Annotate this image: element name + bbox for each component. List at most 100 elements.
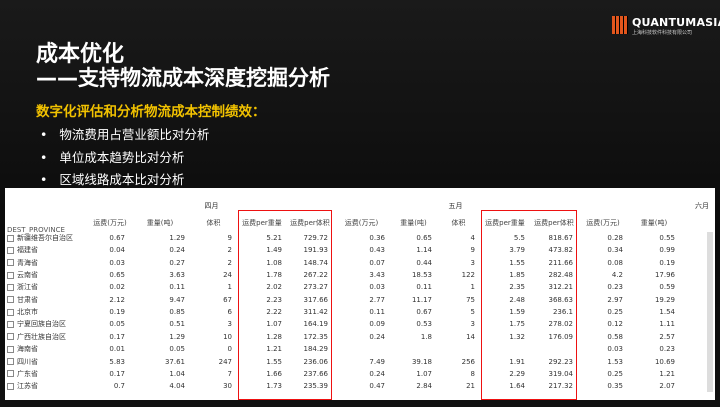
table-cell: 273.27 <box>303 283 329 292</box>
table-cell: 0.11 <box>416 283 432 292</box>
table-cell: 0.85 <box>169 308 185 317</box>
table-cell: 1 <box>470 283 475 292</box>
table-cell: 236.1 <box>552 308 573 317</box>
table-cell: 0.02 <box>109 283 125 292</box>
expand-icon[interactable] <box>7 246 14 254</box>
expand-icon[interactable] <box>7 271 14 279</box>
column-header: 重量(吨) <box>146 219 174 227</box>
table-cell: 2.97 <box>607 295 623 304</box>
table-cell: 311.42 <box>303 308 329 317</box>
scrollbar <box>707 232 713 392</box>
logo-mark <box>612 16 628 34</box>
table-cell: 0.05 <box>109 320 125 329</box>
expand-icon[interactable] <box>7 358 14 365</box>
table-cell: 14 <box>466 332 475 341</box>
expand-icon[interactable] <box>7 370 14 378</box>
table-cell: 0.03 <box>607 345 623 354</box>
province-name: 广东省 <box>17 369 38 378</box>
column-header: 运费per重量 <box>485 219 525 227</box>
row-label: 四川省 <box>7 356 38 368</box>
bullet: 物流费用占营业额比对分析 <box>40 124 209 143</box>
table-cell: 8 <box>470 369 475 378</box>
table-cell: 4 <box>470 234 475 242</box>
table-cell: 11.17 <box>411 295 432 304</box>
lead-text: 数字化评估和分析物流成本控制绩效： <box>36 104 266 120</box>
table-cell: 3 <box>227 320 232 329</box>
table-cell: 282.48 <box>548 271 574 280</box>
table: 四月 五月 六月 运费(万元) 重量(吨) 体积 运费per重量 运费per体积 运费(万元) 重… <box>5 188 715 400</box>
table-cell: 0.17 <box>109 369 125 378</box>
expand-icon[interactable] <box>7 320 14 328</box>
expand-icon[interactable] <box>7 382 14 390</box>
table-cell: 1.49 <box>266 246 282 255</box>
table-cell: 0.7 <box>113 382 125 391</box>
table-cell: 19.29 <box>654 295 675 304</box>
table-cell: 184.29 <box>303 345 329 354</box>
table-cell: 1.28 <box>266 332 282 341</box>
table-cell: 2.29 <box>509 369 525 378</box>
table-cell: 1.04 <box>169 369 185 378</box>
table-cell: 1.78 <box>266 271 282 280</box>
table-cell: 0.01 <box>109 345 125 354</box>
row-label: 云南省 <box>7 269 38 281</box>
province-name: 海南省 <box>17 345 38 354</box>
row-label: 海南省 <box>7 343 38 355</box>
table-cell: 0.58 <box>607 332 623 341</box>
table-cell: 0.11 <box>369 308 385 317</box>
table-cell: 317.66 <box>303 295 329 304</box>
table-cell: 0.47 <box>369 382 385 391</box>
table-cell: 0.44 <box>416 258 432 267</box>
table-cell: 0.03 <box>109 258 125 267</box>
table-cell: 0.24 <box>369 332 385 341</box>
table-cell: 10 <box>223 332 232 341</box>
column-header: 运费(万元) <box>93 219 127 227</box>
table-cell: 2.48 <box>509 295 525 304</box>
month-header: 六月 <box>695 202 709 210</box>
table-cell: 1 <box>227 283 232 292</box>
table-cell: 256 <box>461 357 475 366</box>
table-cell: 217.32 <box>548 382 574 391</box>
table-cell: 7.49 <box>369 357 385 366</box>
table-cell: 0.19 <box>109 308 125 317</box>
table-cell: 191.93 <box>303 246 329 255</box>
table-cell: 0.55 <box>659 234 675 242</box>
table-cell: 0.59 <box>659 283 675 292</box>
table-cell: 1.73 <box>266 382 282 391</box>
table-cell: 1.59 <box>509 308 525 317</box>
table-cell: 37.61 <box>164 357 185 366</box>
table-cell: 3.63 <box>169 271 185 280</box>
table-cell: 0.99 <box>659 246 675 255</box>
column-header: 重量(吨) <box>400 219 427 227</box>
table-cell: 0.17 <box>109 332 125 341</box>
expand-icon[interactable] <box>7 259 14 267</box>
column-header: 运费(万元) <box>586 219 620 227</box>
column-header: 体积 <box>206 219 221 227</box>
table-cell: 176.09 <box>548 332 574 341</box>
table-cell: 278.02 <box>548 320 574 329</box>
table-cell: 0.09 <box>369 320 385 329</box>
province-name: 新疆维吾尔自治区 <box>17 234 73 242</box>
expand-icon[interactable] <box>7 308 14 316</box>
column-header: 运费per体积 <box>534 219 574 227</box>
table-cell: 236.06 <box>303 357 329 366</box>
column-header: 运费per重量 <box>242 219 282 227</box>
table-cell: 312.21 <box>548 283 574 292</box>
expand-icon[interactable] <box>7 296 14 304</box>
table-cell: 1.21 <box>266 345 282 354</box>
expand-icon[interactable] <box>7 333 14 341</box>
table-cell: 5.83 <box>109 357 125 366</box>
expand-icon[interactable] <box>7 345 14 353</box>
table-cell: 2.77 <box>369 295 385 304</box>
province-name: 四川省 <box>17 357 38 366</box>
table-cell: 0.19 <box>659 258 675 267</box>
expand-icon[interactable] <box>7 234 14 242</box>
table-cell: 1.32 <box>509 332 525 341</box>
row-label: 北京市 <box>7 306 38 318</box>
table-cell: 2 <box>227 246 232 255</box>
highlight-box <box>481 210 577 400</box>
table-cell: 0.27 <box>169 258 185 267</box>
subtitle: ——支持物流成本深度挖掘分析 <box>36 66 330 90</box>
month-header: 五月 <box>448 202 463 210</box>
expand-icon[interactable] <box>7 283 14 291</box>
